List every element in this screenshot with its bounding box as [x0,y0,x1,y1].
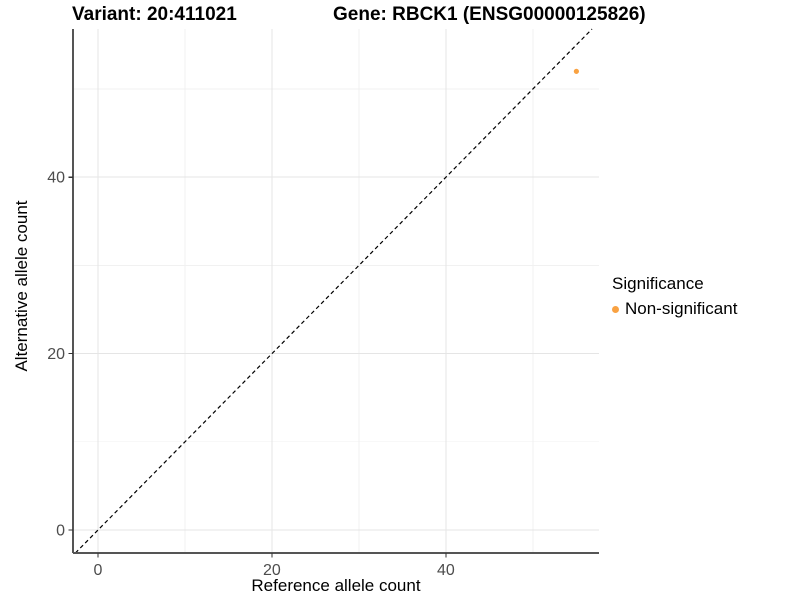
legend: Significance Non-significant [612,274,737,319]
gene-title: Gene: RBCK1 (ENSG00000125826) [333,4,646,25]
x-tick-label: 20 [263,562,281,579]
y-axis-title: Alternative allele count [12,200,31,372]
variant-title: Variant: 20:411021 [72,4,237,25]
legend-item-non-significant: Non-significant [612,299,737,319]
y-tick-label: 0 [56,523,65,540]
data-point [573,68,579,74]
y-tick-label: 20 [47,346,65,363]
x-axis-title: Reference allele count [251,576,421,595]
legend-title: Significance [612,274,704,293]
legend-item-label: Non-significant [625,299,738,318]
x-tick-label: 40 [437,562,455,579]
y-tick-label: 40 [47,170,65,187]
legend-dot-icon [612,305,619,313]
x-tick-label: 0 [94,562,103,579]
identity-dashed-line [74,28,593,554]
